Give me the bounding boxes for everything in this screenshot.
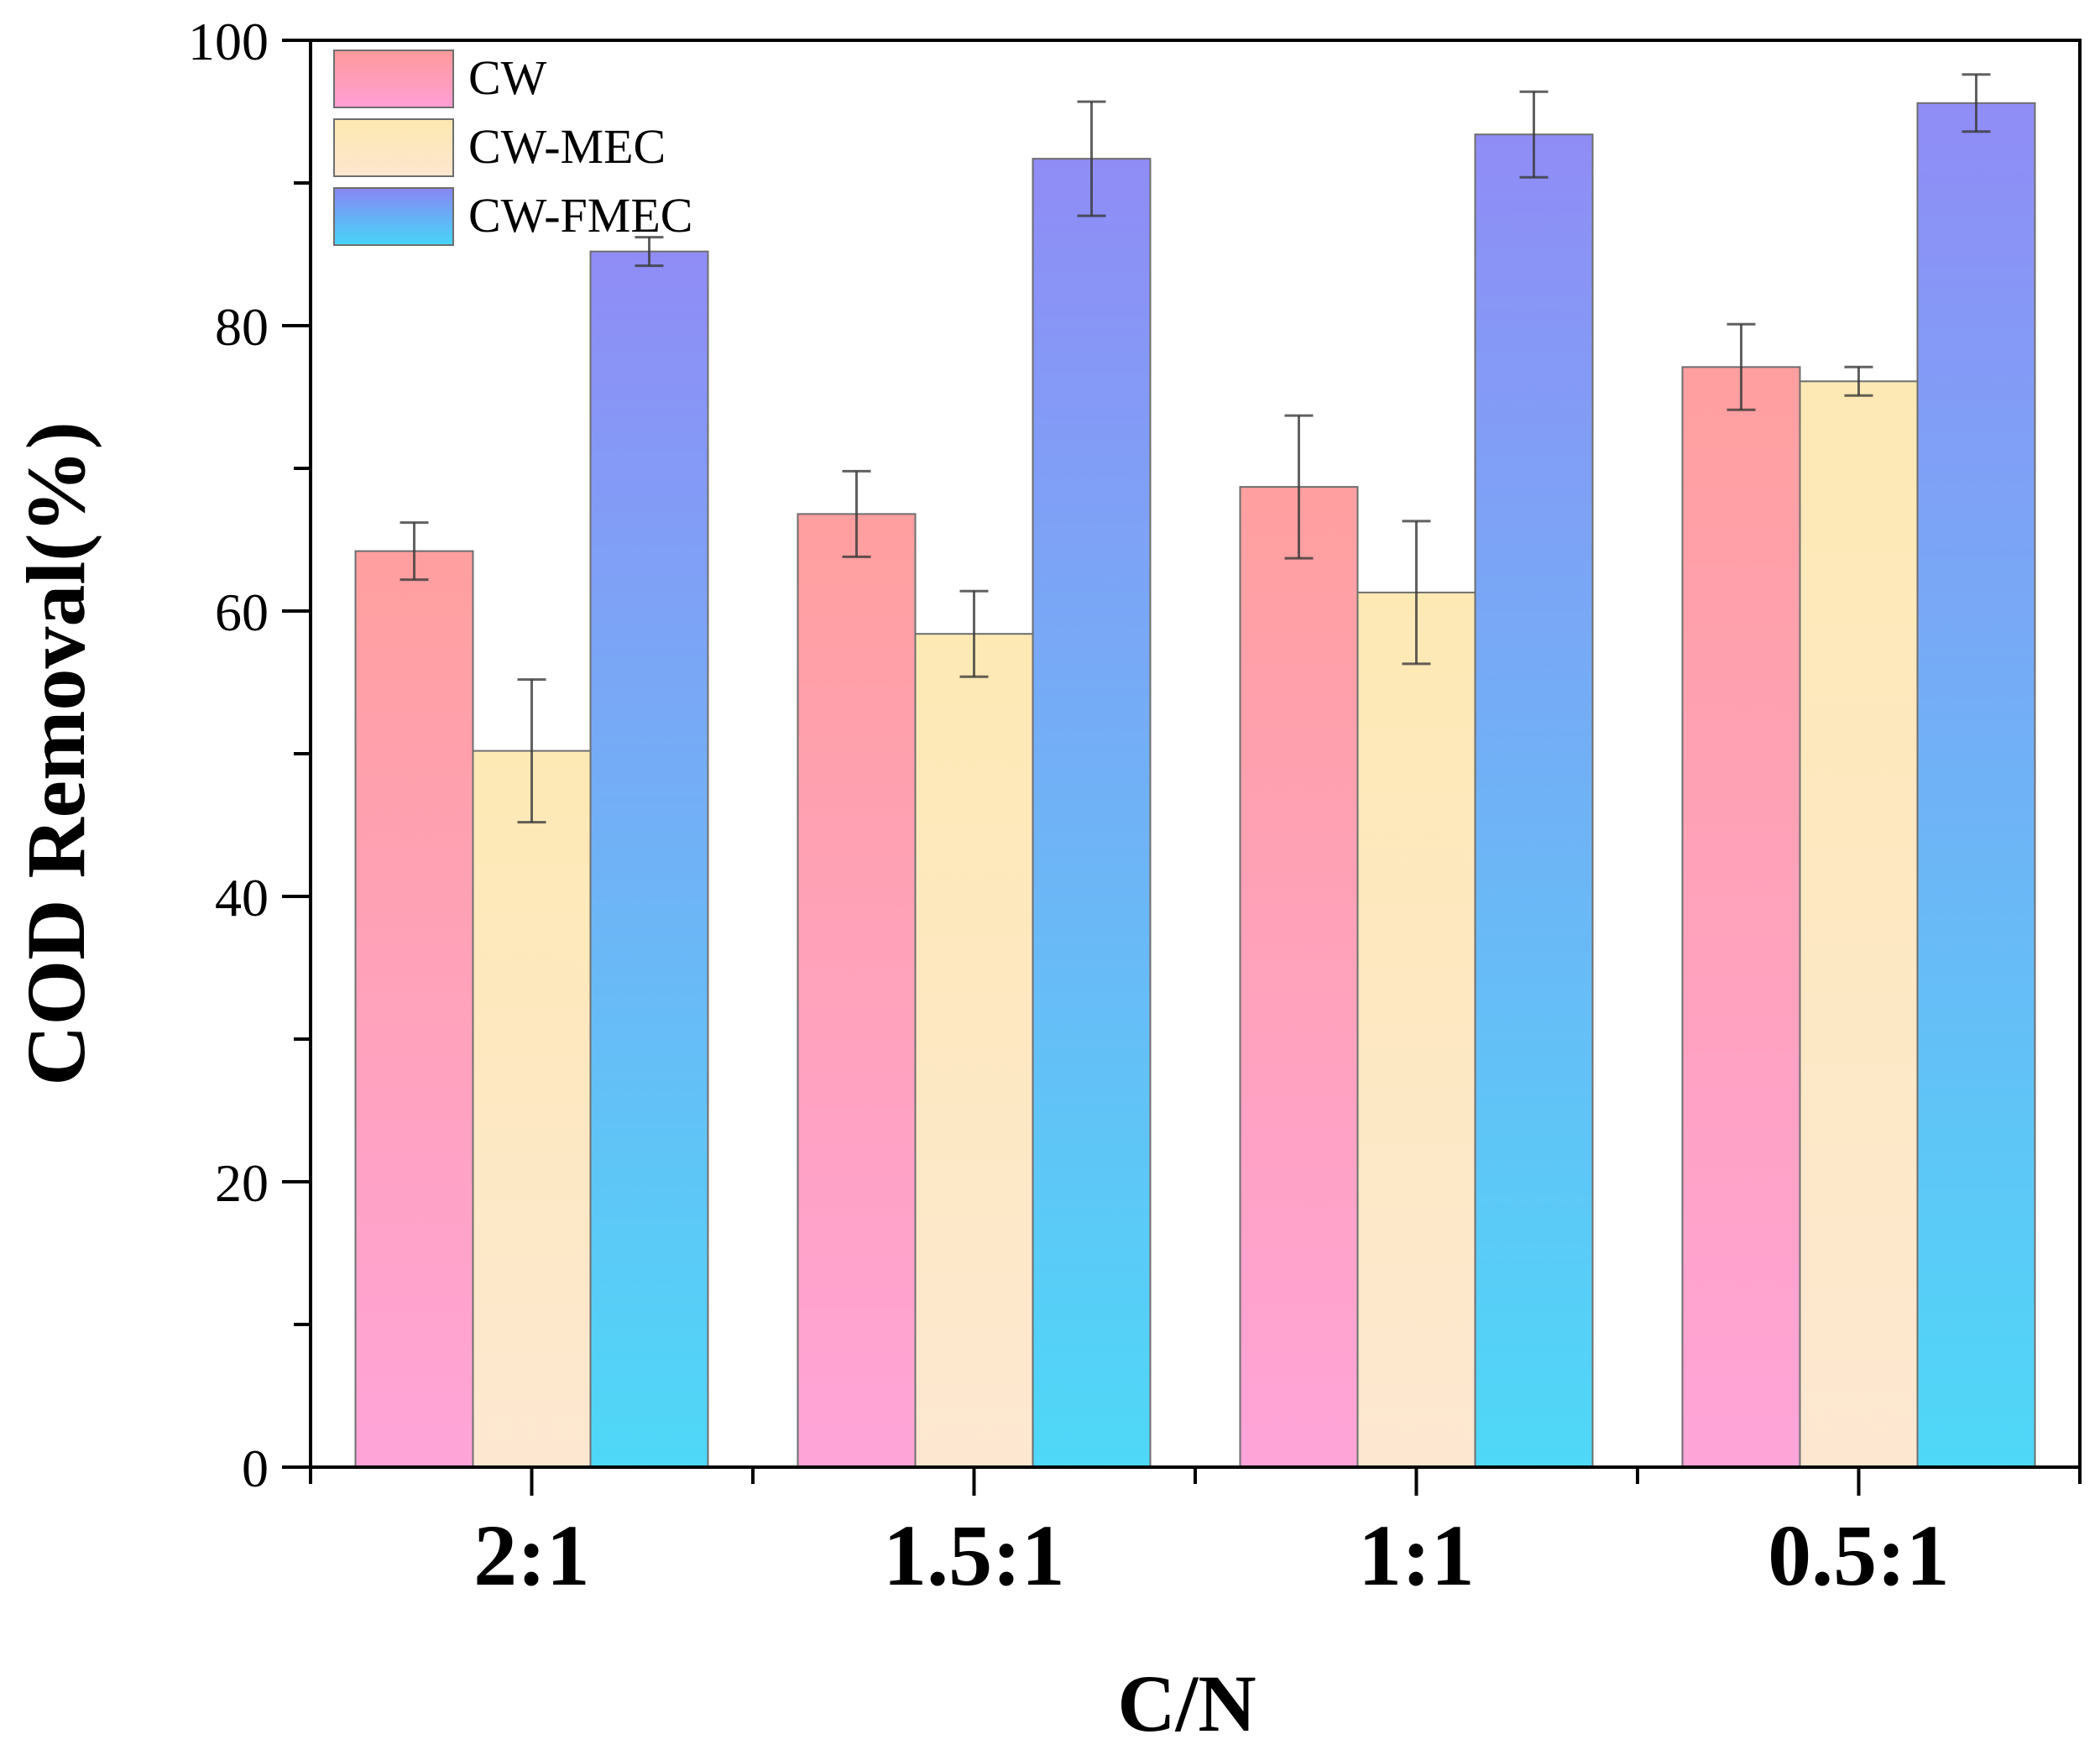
y-tick-label: 0: [242, 1439, 269, 1498]
error-bar-cw-fmec-2: [1519, 90, 1549, 179]
error-bar-cw-mec-0: [517, 678, 546, 824]
bar-cw-fmec-3: [1916, 102, 2036, 1468]
x-axis-title: C/N: [1117, 1659, 1256, 1748]
legend-label: CW-MEC: [468, 119, 666, 174]
error-bar-cw-fmec-1: [1077, 100, 1106, 217]
y-tick-label: 20: [215, 1153, 269, 1213]
y-tick-label: 60: [215, 582, 269, 642]
error-bar-cw-fmec-3: [1962, 73, 1991, 133]
legend-item-cw-mec: CW-MEC: [333, 118, 666, 177]
error-bar-cw-mec-1: [959, 589, 989, 678]
x-tick-label: 1.5:1: [883, 1507, 1065, 1604]
y-axis-title: COD Removal(%): [9, 421, 102, 1086]
bar-cw-3: [1681, 366, 1801, 1468]
error-bar-cw-mec-3: [1844, 365, 1873, 397]
error-bar-cw-mec-2: [1402, 520, 1431, 666]
error-bar-cw-3: [1726, 322, 1756, 411]
x-tick-label: 1:1: [1358, 1507, 1475, 1604]
bar-cw-mec-1: [914, 633, 1034, 1468]
legend-label: CW-FMEC: [468, 188, 693, 243]
bar-cw-fmec-1: [1032, 158, 1152, 1469]
y-tick-label: 80: [215, 297, 269, 357]
error-bar-cw-0: [400, 521, 429, 582]
error-bar-cw-1: [842, 469, 871, 558]
bar-cw-mec-2: [1356, 591, 1476, 1468]
legend-item-cw-fmec: CW-FMEC: [333, 187, 693, 246]
error-bars-layer: [400, 73, 1991, 824]
bar-cw-0: [354, 550, 474, 1468]
x-tick-label: 0.5:1: [1768, 1507, 1950, 1604]
legend-swatch: [333, 118, 454, 177]
error-bar-cw-2: [1284, 414, 1314, 560]
bar-cw-1: [797, 513, 917, 1468]
y-tick-label: 40: [215, 868, 269, 927]
legend-swatch: [333, 50, 454, 108]
error-bar-cw-fmec-0: [635, 236, 664, 268]
x-tick-label: 2:1: [473, 1507, 590, 1604]
bar-cw-mec-3: [1799, 380, 1919, 1468]
bar-cw-fmec-2: [1474, 133, 1594, 1469]
legend-item-cw: CW: [333, 50, 547, 108]
bar-cw-2: [1239, 486, 1359, 1468]
axes-layer: 2:1 1.5:1 1:1 0.5:1 0 20 40 60 80 100: [188, 12, 2082, 1604]
bar-cw-fmec-0: [589, 250, 709, 1469]
bar-cw-mec-0: [472, 750, 592, 1468]
bars-layer: [354, 102, 2036, 1469]
legend-label: CW: [468, 50, 547, 105]
legend: CW CW-MEC CW-FMEC: [333, 50, 693, 246]
y-tick-label: 100: [188, 12, 269, 71]
legend-swatch: [333, 187, 454, 246]
